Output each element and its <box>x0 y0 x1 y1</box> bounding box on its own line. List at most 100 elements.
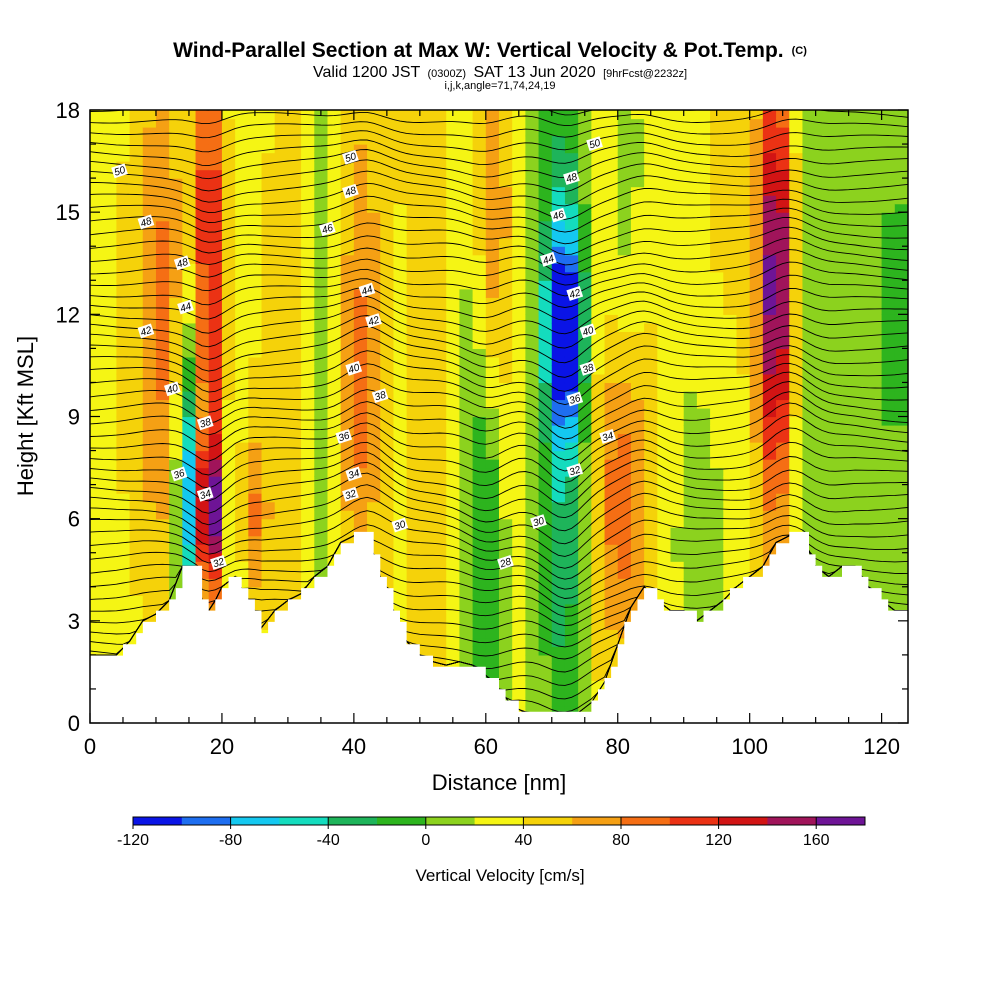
velocity-cell <box>776 442 790 452</box>
velocity-cell <box>644 348 658 358</box>
velocity-cell <box>314 493 329 503</box>
velocity-cell <box>881 603 896 613</box>
velocity-cell <box>578 314 592 324</box>
velocity-cell <box>630 484 645 494</box>
velocity-cell <box>274 212 289 222</box>
velocity-cell <box>406 118 421 128</box>
velocity-cell <box>644 425 658 435</box>
velocity-cell <box>235 450 249 460</box>
velocity-cell <box>155 518 170 528</box>
velocity-cell <box>564 595 579 605</box>
velocity-cell <box>696 169 711 179</box>
velocity-cell <box>723 229 738 239</box>
velocity-cell <box>749 407 764 418</box>
velocity-cell <box>604 135 619 145</box>
velocity-cell <box>512 578 526 588</box>
velocity-cell <box>129 263 144 273</box>
velocity-cell <box>499 646 513 656</box>
velocity-cell <box>657 339 672 349</box>
velocity-cell <box>327 399 342 409</box>
velocity-cell <box>103 263 117 273</box>
velocity-cell <box>762 544 777 554</box>
velocity-cell <box>287 476 302 486</box>
velocity-cell <box>499 586 513 596</box>
isentrope-value: 36 <box>337 430 351 444</box>
velocity-cell <box>116 305 131 315</box>
velocity-cell <box>499 578 513 588</box>
velocity-cell <box>116 365 131 375</box>
velocity-cell <box>406 178 421 188</box>
velocity-cell <box>604 646 619 656</box>
velocity-cell <box>578 135 592 145</box>
velocity-cell <box>182 552 197 562</box>
velocity-cell <box>129 467 144 477</box>
velocity-cell <box>406 544 421 554</box>
velocity-cell <box>828 331 843 341</box>
velocity-cell <box>274 135 289 145</box>
velocity-cell <box>169 127 183 137</box>
velocity-cell <box>710 348 724 358</box>
velocity-cell <box>881 220 896 230</box>
velocity-cell <box>881 535 896 545</box>
velocity-cell <box>459 425 474 435</box>
velocity-cell <box>446 629 461 639</box>
velocity-cell <box>419 305 434 315</box>
velocity-cell <box>129 339 144 349</box>
velocity-cell <box>459 212 474 222</box>
velocity-cell <box>881 467 896 477</box>
velocity-cell <box>155 569 170 579</box>
velocity-cell <box>314 144 329 154</box>
velocity-cell <box>221 425 236 435</box>
velocity-cell <box>578 510 592 520</box>
velocity-cell <box>485 595 500 605</box>
velocity-cell <box>802 203 817 213</box>
velocity-cell <box>670 586 685 596</box>
velocity-cell <box>221 178 236 188</box>
velocity-cell <box>446 373 461 384</box>
velocity-cell <box>90 348 104 358</box>
velocity-cell <box>723 365 738 375</box>
velocity-cell <box>393 220 408 230</box>
velocity-cell <box>776 416 790 426</box>
velocity-cell <box>591 654 606 664</box>
velocity-cell <box>538 135 553 145</box>
velocity-cell <box>90 518 104 528</box>
velocity-cell <box>881 331 896 341</box>
velocity-cell <box>287 501 302 511</box>
velocity-cell <box>103 297 117 307</box>
velocity-cell <box>842 535 856 545</box>
velocity-cell <box>564 331 579 341</box>
velocity-cell <box>314 246 329 256</box>
velocity-cell <box>472 459 487 469</box>
velocity-cell <box>261 331 276 341</box>
velocity-cell <box>261 501 276 511</box>
velocity-cell <box>842 476 856 486</box>
velocity-cell <box>604 314 619 324</box>
velocity-cell <box>578 127 592 137</box>
velocity-cell <box>657 254 672 264</box>
velocity-cell <box>195 297 210 307</box>
velocity-cell <box>630 425 645 435</box>
velocity-cell <box>221 484 236 494</box>
velocity-cell <box>842 186 856 196</box>
velocity-cell <box>789 501 804 511</box>
velocity-cell <box>842 527 856 537</box>
velocity-cell <box>525 212 540 222</box>
velocity-cell <box>195 450 210 460</box>
velocity-cell <box>433 356 447 367</box>
velocity-cell <box>116 433 131 443</box>
velocity-cell <box>855 510 870 520</box>
velocity-cell <box>472 178 487 188</box>
colorbar-swatch <box>474 817 524 825</box>
velocity-cell <box>525 229 540 239</box>
velocity-cell <box>116 135 131 145</box>
velocity-cell <box>736 339 751 349</box>
velocity-cell <box>749 527 764 537</box>
velocity-cell <box>327 484 342 494</box>
velocity-cell <box>512 271 526 281</box>
velocity-cell <box>855 212 870 222</box>
velocity-cell <box>446 586 461 596</box>
velocity-cell <box>617 237 632 247</box>
velocity-cell <box>419 263 434 273</box>
velocity-cell <box>142 484 157 494</box>
